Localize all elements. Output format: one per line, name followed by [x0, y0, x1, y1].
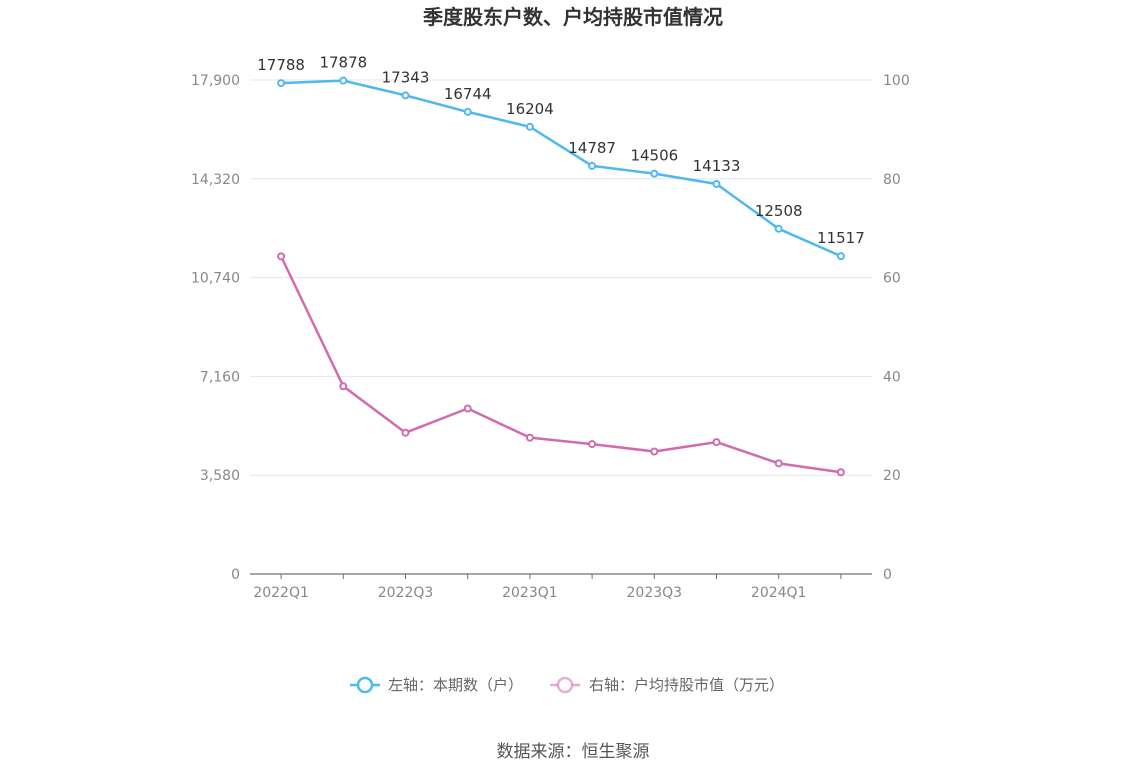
data-label: 14506: [630, 147, 678, 165]
data-point[interactable]: [712, 438, 721, 447]
grid-lines: [250, 79, 872, 476]
series-layer: 17788 17878 17343 16744 16204 14787 14506 14133…: [257, 54, 865, 477]
x-tick-label: 2023Q3: [627, 585, 683, 601]
data-label: 14133: [693, 157, 741, 175]
data-label: 17343: [382, 68, 430, 86]
left-tick-label: 7,160: [200, 369, 240, 385]
data-label: 17788: [257, 56, 305, 74]
right-axis-ticks: 0 20 40 60 80 100: [883, 73, 910, 583]
data-point[interactable]: [525, 122, 534, 131]
data-point[interactable]: [774, 459, 783, 468]
x-axis: 2022Q1 2022Q3 2023Q1 2023Q3 2024Q1: [250, 573, 872, 601]
data-point[interactable]: [463, 404, 472, 413]
left-tick-label: 17,900: [191, 73, 240, 89]
left-tick-label: 0: [231, 567, 240, 583]
data-point[interactable]: [339, 382, 348, 391]
x-tick-label: 2022Q1: [253, 585, 309, 601]
data-point[interactable]: [277, 252, 286, 261]
data-label: 12508: [755, 202, 803, 220]
left-tick-label: 10,740: [191, 271, 240, 287]
data-point[interactable]: [525, 433, 534, 442]
data-label: 11517: [817, 229, 865, 247]
legend-label: 左轴：本期数（户）: [388, 676, 523, 694]
series-shareholders: 17788 17878 17343 16744 16204 14787 14506 14133…: [257, 54, 865, 261]
data-point[interactable]: [588, 440, 597, 449]
x-tick-label: 2022Q3: [378, 585, 434, 601]
left-tick-label: 14,320: [191, 172, 240, 188]
data-label: 14787: [568, 139, 616, 157]
right-tick-label: 60: [883, 271, 901, 287]
left-axis-ticks: 0 3,580 7,160 10,740 14,320 17,900: [191, 73, 240, 583]
chart-title: 季度股东户数、户均持股市值情况: [422, 5, 723, 29]
data-source: 数据来源：恒生聚源: [497, 742, 650, 762]
legend-item[interactable]: 右轴：户均持股市值（万元）: [550, 676, 784, 694]
legend-label: 右轴：户均持股市值（万元）: [589, 676, 784, 694]
right-tick-label: 80: [883, 172, 901, 188]
data-point[interactable]: [401, 91, 410, 100]
data-point[interactable]: [650, 169, 659, 178]
data-point[interactable]: [774, 224, 783, 233]
legend[interactable]: 左轴：本期数（户） 右轴：户均持股市值（万元）: [350, 676, 784, 694]
right-tick-label: 40: [883, 369, 901, 385]
legend-marker-icon: [356, 676, 374, 694]
series-avg-holding-value: [277, 252, 845, 477]
data-label: 16204: [506, 100, 554, 118]
right-tick-label: 100: [883, 73, 910, 89]
legend-item[interactable]: 左轴：本期数（户）: [350, 676, 523, 694]
data-point[interactable]: [650, 447, 659, 456]
data-point[interactable]: [463, 107, 472, 116]
data-point[interactable]: [712, 179, 721, 188]
data-point[interactable]: [836, 468, 845, 477]
right-tick-label: 20: [883, 468, 901, 484]
data-point[interactable]: [588, 161, 597, 170]
left-tick-label: 3,580: [200, 468, 240, 484]
data-label: 16744: [444, 85, 492, 103]
data-point[interactable]: [339, 76, 348, 85]
legend-marker-icon: [556, 676, 574, 694]
data-label: 17878: [319, 54, 367, 72]
data-point[interactable]: [836, 252, 845, 261]
x-tick-label: 2023Q1: [502, 585, 558, 601]
series-line: [279, 255, 842, 474]
right-tick-label: 0: [883, 567, 892, 583]
x-tick-label: 2024Q1: [751, 585, 807, 601]
data-point[interactable]: [277, 79, 286, 88]
data-point[interactable]: [401, 428, 410, 437]
series-line: [281, 79, 842, 258]
